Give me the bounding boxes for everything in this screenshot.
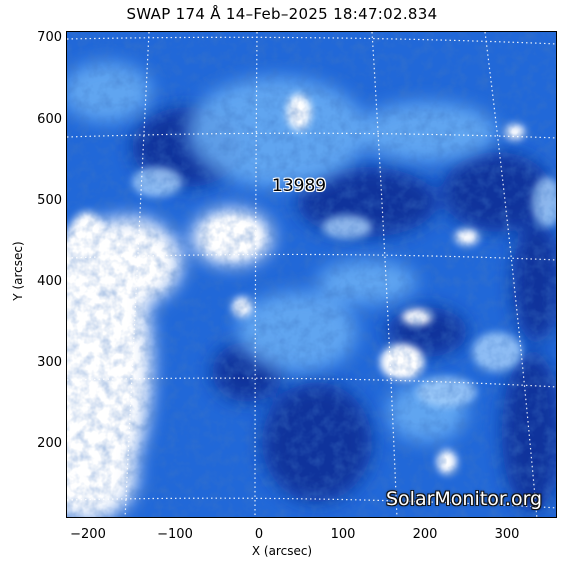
solarmonitor-watermark: SolarMonitor.org bbox=[386, 488, 543, 510]
x-axis-title: X (arcsec) bbox=[251, 544, 313, 558]
y-tick-label: 300 bbox=[37, 355, 62, 370]
y-tick-label: 600 bbox=[37, 112, 62, 127]
x-tick-label: 300 bbox=[494, 527, 520, 542]
y-axis-title: Y (arcsec) bbox=[11, 241, 25, 301]
image-title: SWAP 174 Å 14–Feb–2025 18:47:02.834 bbox=[126, 5, 438, 23]
y-tick-label: 200 bbox=[37, 436, 62, 451]
x-tick-label: −200 bbox=[70, 527, 106, 542]
euv-solar-image bbox=[67, 32, 556, 517]
x-tick-label: 200 bbox=[412, 527, 438, 542]
active-region-label: 13989 bbox=[272, 176, 327, 196]
y-tick-label: 700 bbox=[37, 30, 62, 45]
y-tick-label: 500 bbox=[37, 193, 62, 208]
solar-image-frame bbox=[66, 31, 557, 518]
x-tick-label: −100 bbox=[157, 527, 193, 542]
x-tick-label: 100 bbox=[330, 527, 356, 542]
x-tick-label: 0 bbox=[254, 527, 264, 542]
y-tick-label: 400 bbox=[37, 274, 62, 289]
